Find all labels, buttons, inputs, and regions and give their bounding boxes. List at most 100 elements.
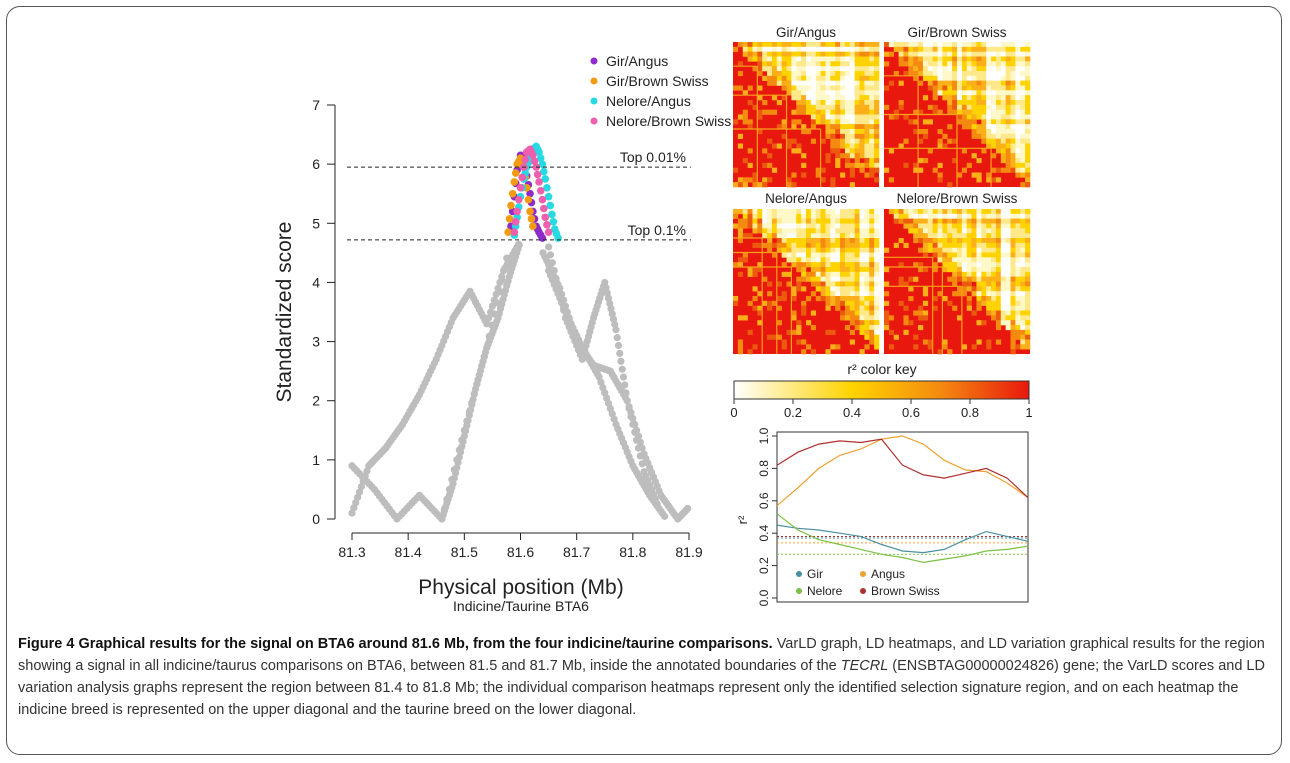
heatmap-cell: [806, 262, 812, 268]
heatmap-cell: [791, 252, 797, 258]
heatmap-cell: [835, 305, 841, 311]
heatmap-cell: [922, 310, 929, 316]
heatmap-cell: [864, 172, 870, 178]
heatmap-cell: [986, 51, 992, 57]
heatmap-cell: [747, 267, 753, 273]
heatmap-cell: [927, 148, 933, 154]
heatmap-cell: [981, 104, 987, 110]
heatmap-cell: [957, 213, 963, 219]
heatmap-cell: [786, 138, 792, 144]
heatmap-cell: [742, 209, 748, 215]
heatmap-cell: [820, 114, 826, 120]
heatmap-cell: [830, 257, 836, 263]
heatmap-cell: [801, 247, 807, 253]
heatmap-cell: [859, 329, 865, 335]
heatmap-cell: [1010, 148, 1016, 154]
heatmap-cell: [752, 267, 758, 273]
heatmap-cell: [840, 238, 846, 244]
heatmap-cell: [961, 228, 968, 234]
heatmap-cell: [854, 138, 860, 144]
heatmap-cell: [815, 281, 821, 287]
heatmap-cell: [976, 286, 982, 292]
heatmap-cell: [991, 276, 997, 282]
heatmap-cell: [810, 238, 817, 244]
highlighted-points: [504, 142, 562, 242]
heatmap-cell: [849, 124, 855, 130]
heatmap-cell: [820, 286, 826, 292]
heatmap-cell: [922, 218, 929, 224]
line-y-tick-label: 0.8: [757, 460, 771, 477]
heatmap-cell: [927, 104, 933, 110]
heatmap-cell: [844, 276, 851, 282]
heatmap-cell: [888, 329, 895, 335]
heatmap-cell: [864, 300, 870, 306]
heatmap-cell: [844, 223, 851, 229]
heatmap-cell: [1010, 329, 1016, 335]
heatmap-cell: [762, 276, 768, 282]
heatmap-cell: [810, 209, 817, 215]
heatmap-cell: [995, 300, 1002, 306]
heatmap-cell: [947, 71, 953, 77]
heatmap-cell: [1005, 247, 1011, 253]
heatmap-cell: [869, 281, 875, 287]
heatmap-cell: [1010, 300, 1016, 306]
heatmap-cell: [932, 305, 938, 311]
heatmap-cell: [932, 56, 938, 62]
heatmap-cell: [1005, 281, 1011, 287]
heatmap-cell: [810, 85, 817, 91]
heatmap-cell: [844, 305, 851, 311]
series-line: [776, 435, 1029, 507]
heatmap-cell: [844, 262, 851, 268]
heatmap-cell: [752, 104, 758, 110]
heatmap-cell: [898, 213, 904, 219]
heatmap-cell: [991, 286, 997, 292]
heatmap-cell: [942, 56, 948, 62]
heatmap-cell: [854, 310, 860, 316]
y-tick-label: 5: [312, 215, 320, 231]
heatmap-cell: [737, 238, 744, 244]
heatmap-cell: [1010, 124, 1016, 130]
heatmap-cell: [840, 291, 846, 297]
heatmap-cell: [830, 100, 836, 106]
heatmap-cell: [1025, 262, 1031, 268]
y-tick-label: 4: [312, 274, 320, 290]
heatmap-cell: [742, 257, 748, 263]
heatmap-cell: [820, 66, 826, 72]
heatmap-cell: [913, 162, 919, 168]
heatmap-cell: [869, 66, 875, 72]
heatmap-cell: [791, 315, 797, 321]
heatmap-cell: [737, 262, 744, 268]
heatmap-cell: [981, 276, 987, 282]
heatmap-cell: [1025, 167, 1031, 173]
heatmap-cell: [942, 223, 948, 229]
heatmap-cell: [767, 218, 773, 224]
heatmap-cell: [796, 329, 802, 335]
heatmap-cell: [961, 233, 968, 239]
heatmap-cell: [815, 114, 821, 120]
heatmap-cell: [976, 218, 982, 224]
heatmap-cell: [830, 182, 836, 188]
heatmap-cell: [869, 80, 875, 86]
heatmap-cell: [781, 46, 787, 52]
heatmap-cell: [830, 61, 836, 67]
heatmap-cell: [1000, 143, 1006, 149]
heatmap-cell: [1025, 286, 1031, 292]
heatmap-cell: [995, 209, 1002, 215]
heatmap-cell: [849, 286, 855, 292]
heatmap-cell: [835, 262, 841, 268]
heatmap-cell: [1000, 228, 1006, 234]
heatmap-cell: [840, 300, 846, 306]
heatmap-cell: [810, 247, 817, 253]
heatmap-cell: [986, 46, 992, 52]
heatmap-cell: [966, 85, 972, 91]
heatmap-cell: [781, 213, 787, 219]
heatmap-cell: [991, 56, 997, 62]
heatmap-cell: [776, 100, 782, 106]
heatmap-cell: [1005, 315, 1011, 321]
heatmap-cell: [874, 247, 880, 253]
heatmap-cell: [869, 148, 875, 154]
heatmap-cell: [986, 75, 992, 81]
heatmap-cell: [840, 75, 846, 81]
heatmap-cell: [771, 223, 778, 229]
heatmap-cell: [966, 42, 972, 48]
